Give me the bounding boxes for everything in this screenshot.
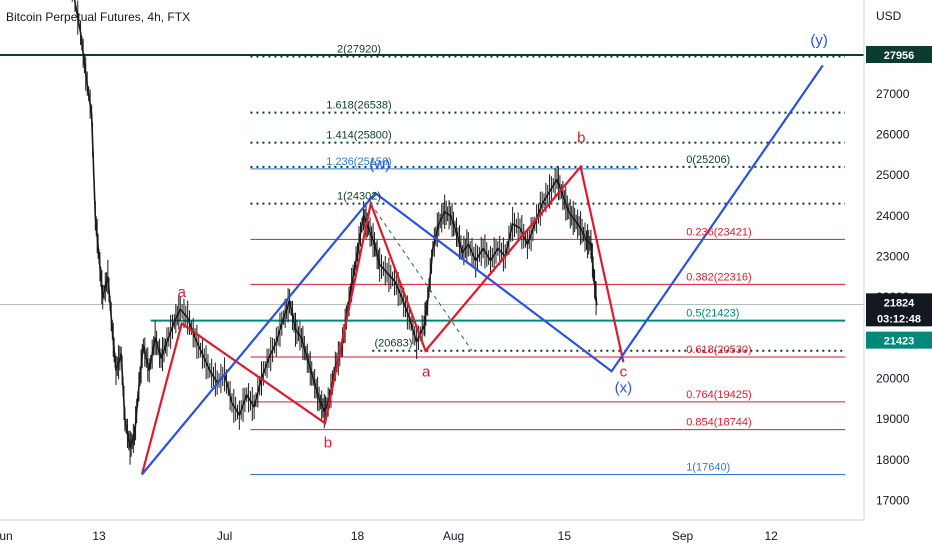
price-tick-label: 26000 [876, 128, 910, 142]
fib-level-label: 1.618(26538) [326, 100, 391, 112]
time-tick-label: Jul [217, 529, 232, 543]
price-tick-label: 17000 [876, 494, 910, 508]
wave-dashed-guide[interactable] [370, 203, 473, 351]
time-tick-label: 13 [92, 529, 106, 543]
time-tick-label: Jun [0, 529, 13, 543]
price-tick-label: 27000 [876, 87, 910, 101]
fib-level-label: 1.414(25800) [326, 130, 391, 142]
price-tick-label: 23000 [876, 250, 910, 264]
fib-level-label: 0.764(19425) [686, 389, 751, 401]
price-tick-label: 24000 [876, 209, 910, 223]
price-tick-label: 25000 [876, 168, 910, 182]
wave-label: (y) [810, 32, 828, 49]
price-tick-label: 19000 [876, 412, 910, 426]
price-axis-tag-text: 03:12:48 [877, 313, 921, 325]
fib-level-label: 0.5(21423) [686, 308, 739, 320]
price-axis-tag [866, 46, 932, 63]
fib-level-label: 2(27920) [337, 43, 381, 55]
fib-level-label: (20683) [375, 338, 413, 350]
wave-label: b [577, 130, 585, 147]
wave-label: a [178, 284, 187, 301]
fib-level-label: 0(25206) [686, 154, 730, 166]
price-axis-tag-text: 21423 [884, 336, 915, 348]
fib-level-label: 0.236(23421) [686, 226, 751, 238]
chart-title: Bitcoin Perpetual Futures, 4h, FTX [6, 10, 190, 24]
currency-label: USD [876, 9, 902, 23]
fib-level-label: 1(24302) [337, 191, 381, 203]
price-axis-tag-text: 27956 [884, 50, 915, 62]
time-tick-label: Aug [443, 529, 464, 543]
price-axis-tag-text: 21824 [884, 297, 915, 309]
wave-label: c [620, 363, 628, 380]
fib-level-label: 1(17640) [686, 461, 730, 473]
fib-level-label: 0.854(18744) [686, 417, 751, 429]
wave-label: a [422, 363, 431, 380]
price-tick-label: 20000 [876, 372, 910, 386]
time-tick-label: 15 [558, 529, 572, 543]
plot-area[interactable]: 2(27920) 1.618(26538) 1.414(25800) 1.236(25… [0, 0, 864, 476]
wave-label: (w) [369, 156, 390, 173]
price-axis-tag [866, 331, 932, 349]
wave-label: (x) [615, 380, 633, 397]
price-tick-label: 18000 [876, 453, 910, 467]
axis-layer: 1700018000190002000021000220002300024000… [0, 46, 932, 543]
time-tick-label: Sep [672, 529, 694, 543]
fib-level-label: 0.382(22316) [686, 271, 751, 283]
time-tick-label: 18 [351, 529, 365, 543]
wave-label: b [324, 435, 332, 452]
price-axis-tag [866, 309, 932, 327]
fib-level-label: 0.618(20530) [686, 344, 751, 356]
time-tick-label: 12 [764, 529, 778, 543]
price-axis-tag [866, 293, 932, 311]
fib-level-label: 1.236(25156) [326, 156, 391, 168]
wave-blue-wave[interactable] [141, 64, 824, 476]
